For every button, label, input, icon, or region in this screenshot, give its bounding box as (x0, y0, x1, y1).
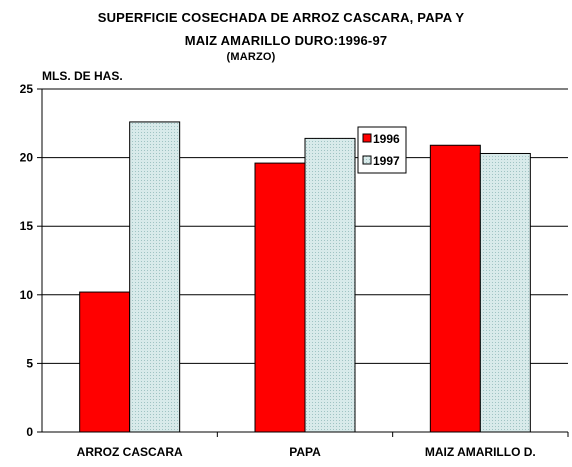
y-tick-label: 5 (26, 356, 33, 370)
legend-box (357, 126, 407, 174)
x-tick-label: MAIZ AMARILLO D. (425, 445, 536, 459)
bar-1997-0 (129, 121, 181, 433)
y-axis-label: MLS. DE HAS. (42, 69, 123, 83)
bars (79, 121, 531, 433)
legend: 1996 1997 (357, 126, 407, 174)
legend-swatch (362, 133, 372, 143)
bar-1996-2 (429, 144, 481, 433)
legend-label: 1997 (373, 154, 400, 168)
axes: 0 5 10 15 20 25 ARROZ CASCARA PAPA MAIZ AMARILLO… (20, 82, 569, 459)
y-tick-label: 20 (20, 151, 34, 165)
x-tick-label: ARROZ CASCARA (77, 445, 183, 459)
y-tick-label: 10 (20, 288, 34, 302)
legend-swatch (362, 155, 372, 165)
chart-title-line-2: MAIZ AMARILLO DURO:1996-97 (184, 33, 388, 48)
y-tick-label: 15 (20, 219, 34, 233)
y-tick-label: 0 (26, 425, 33, 439)
chart-title-line-1: SUPERFICIE COSECHADA DE ARROZ CASCARA, P… (97, 10, 465, 25)
bar-1996-0 (79, 291, 131, 433)
y-tick-label: 25 (20, 82, 34, 96)
chart-subtitle: (MARZO) (226, 51, 276, 63)
bar-1997-1 (304, 137, 356, 433)
x-tick-label: PAPA (289, 445, 321, 459)
bar-1996-1 (254, 162, 306, 433)
bar-1997-2 (479, 152, 531, 433)
legend-label: 1996 (373, 132, 400, 146)
